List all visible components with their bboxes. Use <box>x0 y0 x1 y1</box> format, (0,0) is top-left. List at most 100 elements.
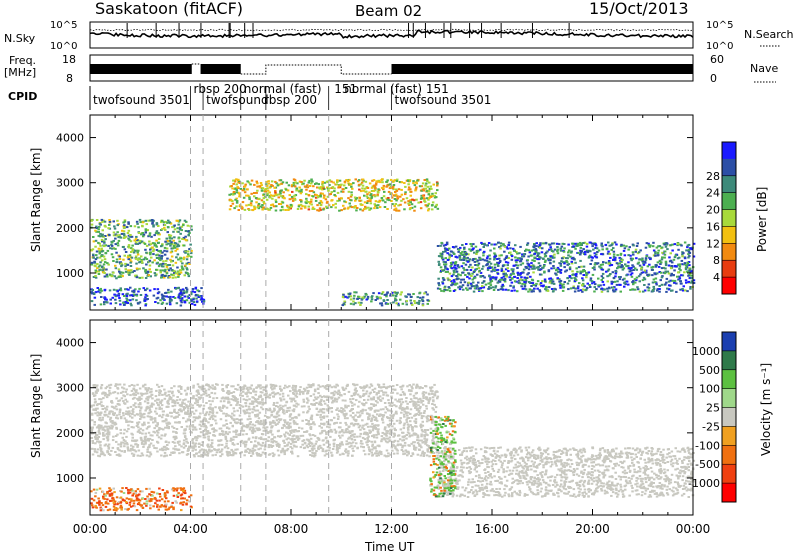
velocity-cell-1 <box>322 400 326 403</box>
power-cell-2 <box>232 191 236 193</box>
power-cell-3 <box>533 244 536 247</box>
power-cell-1 <box>173 269 176 272</box>
power-cell-2 <box>295 189 298 192</box>
velocity-cell-1 <box>408 435 411 438</box>
power-cell-3 <box>601 277 605 279</box>
velocity-cell-1 <box>202 407 205 410</box>
power-cell-1 <box>161 219 164 222</box>
velocity-cell-0 <box>162 505 165 508</box>
power-cell-3 <box>453 253 456 255</box>
power-cell-3 <box>673 269 676 272</box>
power-cell-1 <box>165 272 169 275</box>
power-cell-2 <box>354 198 358 201</box>
power-cell-2 <box>333 190 336 193</box>
velocity-cell-0 <box>136 503 140 506</box>
velocity-cell-1 <box>178 452 181 455</box>
velocity-cell-0 <box>157 508 160 511</box>
power-cell-3 <box>566 261 569 264</box>
power-cell-3 <box>534 250 537 253</box>
power-cell-1 <box>182 236 186 239</box>
power-cell-2 <box>386 208 389 210</box>
velocity-cell-1 <box>234 388 237 390</box>
power-cell-0 <box>134 288 137 291</box>
velocity-cell-1 <box>207 449 211 452</box>
power-cell-3 <box>449 262 453 264</box>
power-cell-3 <box>620 265 623 268</box>
velocity-cell-1 <box>150 405 154 408</box>
power-cell-3 <box>558 278 561 281</box>
power-cell-1 <box>183 256 186 259</box>
velocity-cell-1 <box>426 449 429 452</box>
velocity-cell-1 <box>96 440 99 443</box>
power-cell-1 <box>169 244 172 247</box>
velocity-cell-0 <box>98 500 101 503</box>
velocity-cell-1 <box>196 436 199 439</box>
power-cell-3 <box>630 269 633 272</box>
power-cell-3 <box>506 264 509 267</box>
power-cell-3 <box>523 281 526 283</box>
velocity-cell-1 <box>394 445 397 448</box>
power-cell-2 <box>423 197 426 200</box>
velocity-cell-1 <box>236 402 239 405</box>
power-cell-2 <box>262 206 265 209</box>
velocity-cell-1 <box>434 406 438 409</box>
power-cell-3 <box>546 250 549 253</box>
power-cell-3 <box>594 283 597 286</box>
power-cell-2 <box>349 183 352 186</box>
velocity-cell-1 <box>132 455 135 457</box>
power-cell-3 <box>496 271 499 274</box>
power-cell-1 <box>152 253 155 256</box>
power-cell-2 <box>376 193 379 196</box>
velocity-cell-1 <box>131 410 135 413</box>
power-cell-2 <box>274 201 278 203</box>
velocity-cell-1 <box>228 451 231 454</box>
velocity-cell-1 <box>231 424 234 427</box>
power-cell-3 <box>511 270 515 273</box>
velocity-cell-0 <box>188 500 191 503</box>
power-cell-3 <box>671 279 674 282</box>
power-cell-3 <box>593 255 597 258</box>
velocity-cell-1 <box>347 390 351 393</box>
power-cell-2 <box>241 189 244 192</box>
velocity-cell-0 <box>137 501 141 504</box>
power-cell-3 <box>685 281 688 284</box>
power-cell-0 <box>191 290 194 293</box>
velocity-cell-1 <box>422 415 425 418</box>
power-cell-2 <box>246 188 249 191</box>
velocity-cell-1 <box>146 398 150 401</box>
power-cell-2 <box>272 194 275 197</box>
power-cell-3 <box>504 257 508 259</box>
power-cell-3 <box>482 265 485 268</box>
power-cell-3 <box>468 277 471 280</box>
power-cell-1 <box>176 253 180 256</box>
velocity-cell-1 <box>156 401 159 404</box>
power-cell-1 <box>144 248 147 251</box>
power-cell-3 <box>472 290 476 293</box>
velocity-cell-1 <box>429 387 433 390</box>
power-cell-2 <box>253 205 256 208</box>
power-cell-3 <box>493 258 496 261</box>
power-cell-2 <box>361 187 364 190</box>
power-cell-3 <box>451 261 455 264</box>
noise-left-tick-bottom: 10^0 <box>50 41 77 52</box>
power-cell-2 <box>278 193 281 196</box>
power-cell-2 <box>291 190 294 193</box>
power-cell-0 <box>167 291 170 294</box>
velocity-cell-1 <box>421 452 424 455</box>
velocity-cell-1 <box>114 451 117 453</box>
power-cell-3 <box>512 285 515 288</box>
power-cell-2 <box>241 182 244 185</box>
power-cell-1 <box>147 274 150 277</box>
power-cell-2 <box>323 188 326 190</box>
velocity-cell-1 <box>203 436 207 439</box>
power-cell-2 <box>297 205 301 208</box>
power-cell-3 <box>623 247 627 250</box>
power-cell-2 <box>281 201 285 204</box>
power-cell-1 <box>160 276 163 279</box>
power-cell-0 <box>103 303 106 306</box>
power-cell-2 <box>296 182 299 185</box>
power-cell-4 <box>409 299 412 302</box>
velocity-cell-1 <box>107 443 111 446</box>
power-cell-2 <box>370 195 374 198</box>
